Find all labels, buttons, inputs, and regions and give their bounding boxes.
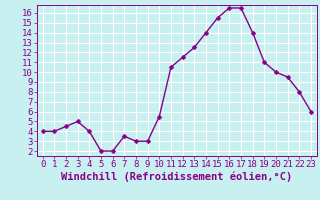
X-axis label: Windchill (Refroidissement éolien,°C): Windchill (Refroidissement éolien,°C) <box>61 172 292 182</box>
